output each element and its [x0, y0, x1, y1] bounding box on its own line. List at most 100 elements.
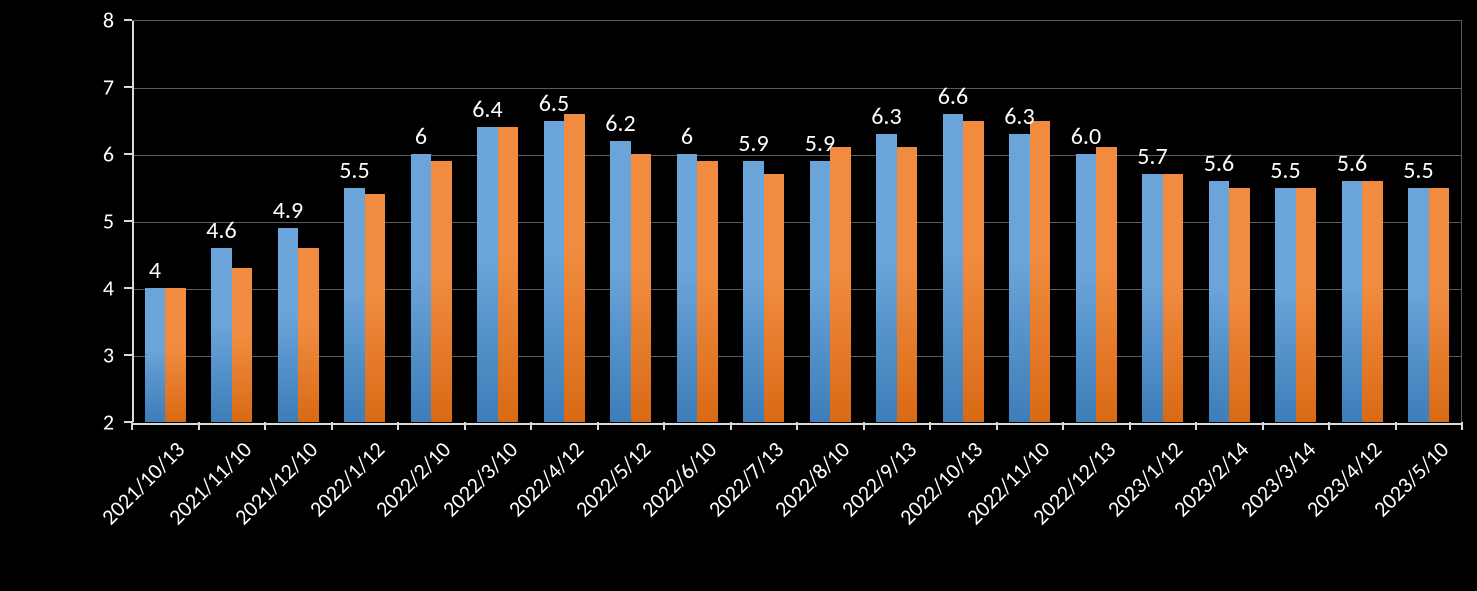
x-tick-mark [1262, 422, 1264, 430]
bar-series2 [1163, 174, 1184, 422]
bar-series1 [876, 134, 897, 422]
bar-series1 [1342, 181, 1363, 422]
data-label: 6.3 [871, 102, 901, 131]
bar-series1 [1408, 188, 1429, 423]
bar-series2 [897, 147, 918, 422]
bar-series2 [564, 114, 585, 422]
bar-series1 [743, 161, 764, 422]
bar-series2 [764, 174, 785, 422]
data-label: 5.9 [738, 129, 768, 158]
y-tick-mark [124, 86, 132, 88]
bar-series2 [1229, 188, 1250, 423]
x-tick-mark [198, 422, 200, 430]
bar-series2 [165, 288, 186, 422]
data-label: 4 [149, 256, 161, 285]
x-tick-mark [1129, 422, 1131, 430]
bar-series2 [498, 127, 519, 422]
bar-series1 [211, 248, 232, 422]
x-tick-mark [530, 422, 532, 430]
data-label: 5.7 [1137, 142, 1167, 171]
y-tick-mark [124, 153, 132, 155]
bar-series1 [1209, 181, 1230, 422]
y-tick-mark [124, 220, 132, 222]
y-tick-label: 8 [0, 7, 114, 34]
x-tick-mark [663, 422, 665, 430]
y-tick-label: 5 [0, 208, 114, 235]
y-tick-mark [124, 19, 132, 21]
data-label: 6.0 [1071, 122, 1101, 151]
data-label: 6.4 [472, 95, 502, 124]
x-tick-mark [996, 422, 998, 430]
data-label: 6.5 [539, 89, 569, 118]
data-label: 4.9 [273, 196, 303, 225]
data-label: 5.6 [1337, 149, 1367, 178]
gridline [132, 356, 1461, 357]
x-tick-mark [1062, 422, 1064, 430]
x-tick-mark [597, 422, 599, 430]
x-tick-mark [1395, 422, 1397, 430]
x-tick-mark [464, 422, 466, 430]
bar-series2 [1296, 188, 1317, 423]
y-tick-mark [124, 287, 132, 289]
data-label: 6.3 [1004, 102, 1034, 131]
bar-series2 [1030, 121, 1051, 423]
data-label: 4.6 [206, 216, 236, 245]
bar-series1 [677, 154, 698, 422]
bar-series1 [610, 141, 631, 422]
bar-series2 [1096, 147, 1117, 422]
data-label: 6 [681, 122, 693, 151]
data-label: 5.9 [805, 129, 835, 158]
y-tick-mark [124, 354, 132, 356]
gridline [132, 289, 1461, 290]
bar-series2 [697, 161, 718, 422]
data-label: 5.6 [1204, 149, 1234, 178]
x-tick-mark [1328, 422, 1330, 430]
data-label: 5.5 [1270, 156, 1300, 185]
x-tick-mark [1461, 422, 1463, 430]
y-tick-label: 7 [0, 74, 114, 101]
bar-series1 [344, 188, 365, 423]
bar-series2 [963, 121, 984, 423]
bar-series1 [411, 154, 432, 422]
plot-area: 44.64.95.566.46.56.265.95.96.36.66.36.05… [132, 20, 1462, 422]
bar-series2 [298, 248, 319, 422]
bar-series1 [278, 228, 299, 422]
data-label: 5.5 [1403, 156, 1433, 185]
gridline [132, 155, 1461, 156]
x-tick-mark [796, 422, 798, 430]
y-tick-label: 6 [0, 141, 114, 168]
x-tick-mark [397, 422, 399, 430]
data-label: 6.2 [605, 109, 635, 138]
x-tick-mark [1195, 422, 1197, 430]
bar-series2 [365, 194, 386, 422]
data-label: 6.6 [938, 82, 968, 111]
x-tick-mark [131, 422, 133, 430]
bar-series2 [1362, 181, 1383, 422]
bar-series1 [810, 161, 831, 422]
bar-series1 [544, 121, 565, 423]
bar-series1 [145, 288, 166, 422]
bar-series2 [232, 268, 253, 422]
bar-chart: 4 4.6 4.9 5.5 6 6.4 6.5 6.2 6 5.9 5.9 6.3 6.6 6.3 6.0 5… [0, 0, 1477, 591]
bar-series2 [1429, 188, 1450, 423]
bar-series2 [631, 154, 652, 422]
y-tick-label: 3 [0, 342, 114, 369]
bar-series1 [1275, 188, 1296, 423]
bar-series1 [943, 114, 964, 422]
gridline [132, 222, 1461, 223]
bar-series1 [477, 127, 498, 422]
x-tick-mark [863, 422, 865, 430]
y-tick-label: 2 [0, 409, 114, 436]
bar-series2 [830, 147, 851, 422]
bar-series1 [1009, 134, 1030, 422]
bar-series2 [431, 161, 452, 422]
y-tick-label: 4 [0, 275, 114, 302]
gridline [132, 88, 1461, 89]
x-tick-mark [929, 422, 931, 430]
x-tick-mark [331, 422, 333, 430]
y-axis-line [132, 21, 134, 422]
bar-series1 [1142, 174, 1163, 422]
x-tick-mark [730, 422, 732, 430]
x-tick-mark [264, 422, 266, 430]
data-label: 5.5 [339, 156, 369, 185]
